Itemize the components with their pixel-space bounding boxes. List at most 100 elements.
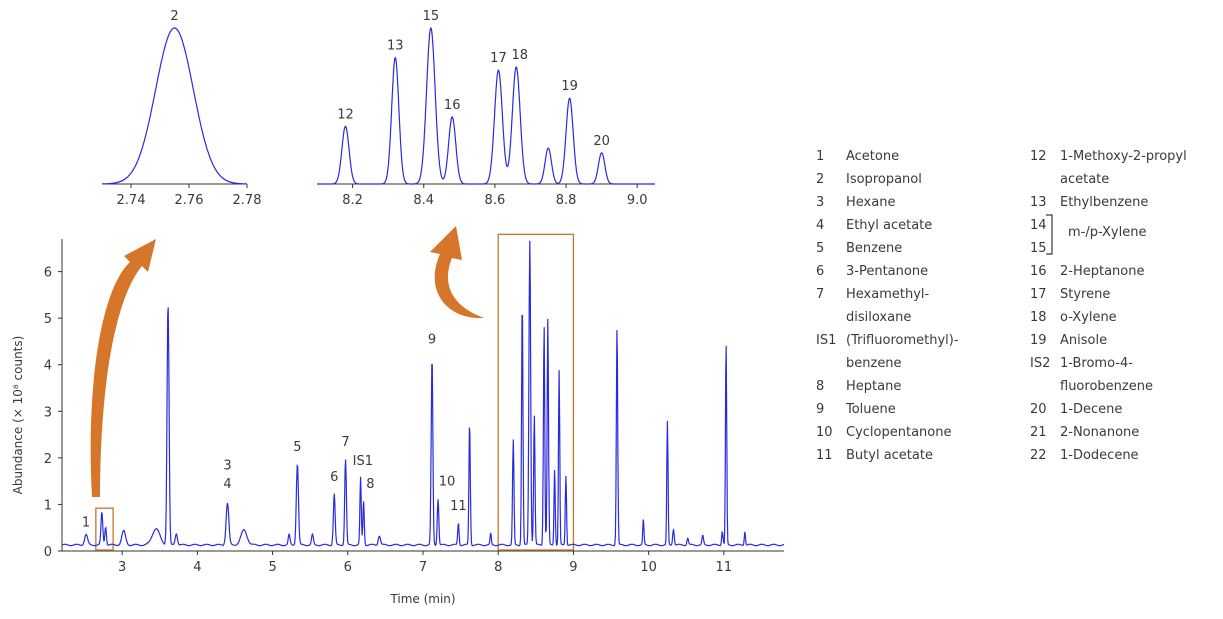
x-tick-label: 2.76	[175, 193, 204, 208]
legend-number: 15	[1030, 241, 1047, 256]
legend-number: IS2	[1030, 356, 1051, 371]
legend-number: 21	[1030, 425, 1047, 440]
legend-compound: Cyclopentanone	[846, 425, 952, 440]
x-tick-label: 2.74	[117, 193, 146, 208]
legend-compound: 1-Dodecene	[1060, 448, 1139, 463]
chromatogram-trace	[317, 27, 655, 185]
legend-compound: Ethylbenzene	[1060, 195, 1149, 210]
peak-label: 10	[439, 475, 456, 490]
x-tick-label: 9	[569, 560, 577, 575]
legend-number: 20	[1030, 402, 1047, 417]
legend-number: IS1	[816, 333, 837, 348]
legend-number: 11	[816, 448, 833, 463]
legend-number: 18	[1030, 310, 1047, 325]
legend-compound: Isopropanol	[846, 172, 922, 187]
legend-row: 14	[1030, 214, 1187, 237]
peak-label: 13	[387, 39, 404, 54]
peak-label: 18	[512, 48, 529, 63]
x-tick-label: 7	[419, 560, 427, 575]
legend-compound: Hexane	[846, 195, 896, 210]
peak-label: 11	[450, 499, 467, 514]
legend-number: 5	[816, 241, 825, 256]
legend-number: 2	[816, 172, 825, 187]
legend-number: 1	[816, 149, 825, 164]
legend-row: benzene	[816, 352, 959, 375]
legend-compound: benzene	[846, 356, 902, 371]
legend-number: 10	[816, 425, 833, 440]
legend-compound: Acetone	[846, 149, 900, 164]
peak-label: 15	[423, 9, 440, 24]
x-tick-label: 4	[193, 560, 201, 575]
legend-row: 16 2-Heptanone	[1030, 260, 1187, 283]
legend-compound: 3-Pentanone	[846, 264, 929, 279]
legend-row: 17 Styrene	[1030, 283, 1187, 306]
peak-label: 2	[170, 9, 178, 24]
peak-label: 19	[561, 79, 578, 94]
legend-compound: Anisole	[1060, 333, 1108, 348]
x-tick-label: 2.78	[233, 193, 262, 208]
legend-row: 18 o-Xylene	[1030, 306, 1187, 329]
legend-compound: 2-Heptanone	[1060, 264, 1145, 279]
legend-number	[1030, 375, 1060, 398]
legend-compound: disiloxane	[846, 310, 912, 325]
legend-row: 22 1-Dodecene	[1030, 444, 1187, 467]
xylene-bracket	[1046, 214, 1053, 255]
legend-row: 1 Acetone	[816, 145, 959, 168]
legend-compound: Styrene	[1060, 287, 1111, 302]
y-tick-label: 1	[44, 498, 52, 513]
legend-row: 7 Hexamethyl-	[816, 283, 959, 306]
x-tick-label: 8.6	[485, 193, 506, 208]
x-tick-label: 8.4	[413, 193, 434, 208]
legend-compound: Toluene	[846, 402, 896, 417]
legend-row: IS2 1-Bromo-4-	[1030, 352, 1187, 375]
legend-compound: acetate	[1060, 172, 1110, 187]
legend-compound: 1-Decene	[1060, 402, 1123, 417]
chromatogram-trace	[102, 27, 247, 185]
peak-label: 1	[82, 516, 90, 531]
legend-row: 3 Hexane	[816, 191, 959, 214]
peak-label: 7	[341, 435, 349, 450]
zoom-arrow-left	[90, 239, 156, 497]
x-tick-label: 5	[268, 560, 276, 575]
peak-label: 6	[330, 470, 338, 485]
x-tick-label: 8.8	[556, 193, 577, 208]
x-tick-label: 8	[494, 560, 502, 575]
legend-row: fluorobenzene	[1030, 375, 1187, 398]
legend-compound: Hexamethyl-	[846, 287, 930, 302]
peak-label: 16	[444, 98, 461, 113]
legend-row: 12 1-Methoxy-2-propyl	[1030, 145, 1187, 168]
chromatogram-trace	[61, 240, 785, 547]
y-tick-label: 4	[44, 359, 52, 374]
peak-label: 9	[428, 333, 436, 348]
legend-row: 5 Benzene	[816, 237, 959, 260]
legend-row: 9 Toluene	[816, 398, 959, 421]
legend-compound: fluorobenzene	[1060, 379, 1153, 394]
zoom-highlight-box	[95, 507, 114, 551]
legend-column-1: 1 Acetone 2 Isopropanol 3 Hexane 4 Ethyl acetat…	[816, 145, 959, 467]
y-tick-label: 5	[44, 312, 52, 327]
peak-label: 20	[593, 134, 610, 149]
legend-number: 17	[1030, 287, 1047, 302]
legend-row: 10 Cyclopentanone	[816, 421, 959, 444]
legend-row: 13 Ethylbenzene	[1030, 191, 1187, 214]
legend-row: 11 Butyl acetate	[816, 444, 959, 467]
xylene-label: m-/p-Xylene	[1068, 225, 1147, 240]
y-tick-label: 6	[44, 266, 52, 281]
y-tick-label: 2	[44, 452, 52, 467]
legend-number: 9	[816, 402, 825, 417]
legend-row: acetate	[1030, 168, 1187, 191]
peak-label: 8	[366, 477, 374, 492]
legend-compound: 1-Bromo-4-	[1060, 356, 1133, 371]
y-axis-title: Abundance (× 10⁸ counts)	[11, 336, 25, 495]
legend-row: 4 Ethyl acetate	[816, 214, 959, 237]
legend-compound: Butyl acetate	[846, 448, 933, 463]
legend-compound: Ethyl acetate	[846, 218, 933, 233]
legend-row: IS1 (Trifluoromethyl)-	[816, 329, 959, 352]
peak-label: 12	[337, 107, 354, 122]
legend-row: 6 3-Pentanone	[816, 260, 959, 283]
legend-row: 21 2-Nonanone	[1030, 421, 1187, 444]
legend-number: 19	[1030, 333, 1047, 348]
legend-compound: (Trifluoromethyl)-	[846, 333, 959, 348]
legend-number: 7	[816, 287, 825, 302]
